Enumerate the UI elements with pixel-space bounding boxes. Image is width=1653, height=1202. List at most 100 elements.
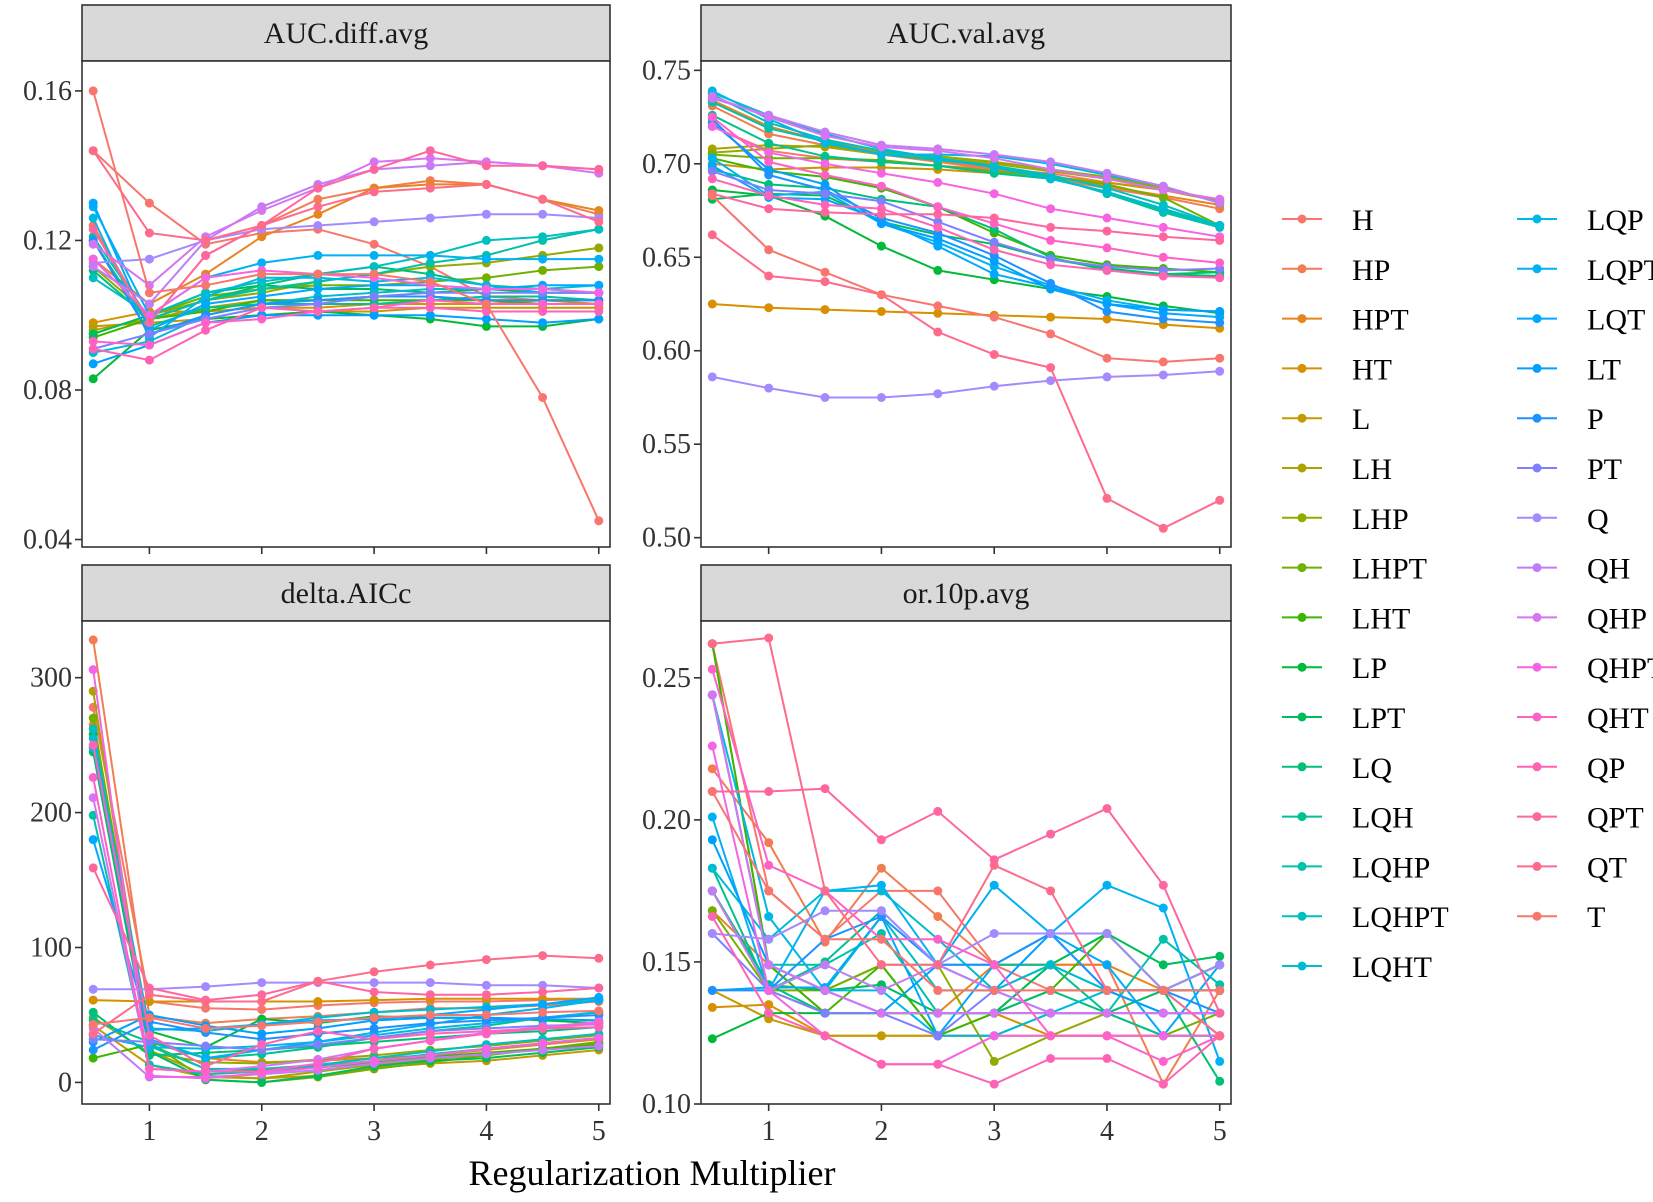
data-point-QHT xyxy=(764,157,774,167)
data-point-QT xyxy=(425,183,435,193)
data-point-QHP xyxy=(1158,1008,1168,1018)
data-point-T xyxy=(369,1013,379,1023)
data-point-T xyxy=(820,267,830,277)
data-point-LQHPT xyxy=(481,235,491,245)
series-group xyxy=(88,635,604,1087)
legend-item: QP xyxy=(1517,752,1625,785)
data-point-PT xyxy=(369,292,379,301)
data-point-LQP xyxy=(876,150,886,159)
series-line-QHPT xyxy=(92,669,599,1080)
y-tick-label: 0.15 xyxy=(642,947,691,978)
data-point-QHT xyxy=(201,318,211,328)
data-point-Q xyxy=(481,209,491,219)
data-point-QT xyxy=(989,860,999,870)
legend-item: QPT xyxy=(1517,802,1644,835)
legend-item: LQHT xyxy=(1282,951,1432,984)
data-point-QHP xyxy=(257,206,267,215)
data-point-QHP xyxy=(707,92,717,101)
data-point-T xyxy=(1046,329,1056,339)
x-tick-label: 2 xyxy=(874,1116,888,1147)
panel-border xyxy=(700,60,1232,548)
data-point-QP xyxy=(1102,1054,1112,1063)
data-point-HPT xyxy=(313,209,323,219)
legend-item: LQP xyxy=(1517,204,1644,237)
data-point-T xyxy=(876,290,886,300)
series-line-T xyxy=(711,791,1220,992)
data-point-LQT xyxy=(538,999,548,1009)
data-point-LQHT xyxy=(707,863,717,873)
data-point-QP xyxy=(1158,271,1168,281)
data-point-LQHT xyxy=(1158,204,1168,214)
legend-item: Q xyxy=(1517,503,1609,536)
legend-label: Q xyxy=(1587,503,1609,536)
facet-panel: AUC.diff.avg 0.04 0.08 0.12 0.16 xyxy=(23,4,611,556)
data-point-LQPT xyxy=(201,1053,211,1063)
legend-key-point xyxy=(1297,314,1307,324)
series-line-LPT xyxy=(92,751,599,1084)
data-point-LQHP xyxy=(1158,934,1168,944)
data-point-QHP xyxy=(876,1008,886,1018)
data-point-T xyxy=(538,393,548,402)
data-point-PT xyxy=(144,1037,154,1047)
data-point-LQH xyxy=(764,138,774,148)
data-point-Q xyxy=(764,383,774,393)
x-tick-label: 1 xyxy=(762,1116,776,1147)
series-line-QHPT xyxy=(711,125,1220,238)
data-point-QHT xyxy=(876,181,886,191)
data-point-T xyxy=(538,1007,548,1017)
data-point-QT xyxy=(425,960,435,970)
series-line-LQPT xyxy=(92,747,599,1060)
legend-label: QHP xyxy=(1587,602,1647,635)
data-point-QHP xyxy=(876,142,886,152)
legend-item: H xyxy=(1282,204,1374,237)
data-point-QPT xyxy=(369,987,379,997)
data-point-Q xyxy=(1046,929,1056,938)
data-point-PT xyxy=(820,189,830,199)
series-line-QP xyxy=(93,306,599,362)
data-point-QHT xyxy=(707,112,717,122)
data-point-HT xyxy=(764,303,774,313)
data-point-QT xyxy=(88,146,98,156)
legend-label: LQHP xyxy=(1352,851,1430,884)
data-point-QHT xyxy=(369,1044,379,1054)
data-point-QP xyxy=(933,1059,943,1069)
series-group xyxy=(88,86,604,526)
data-point-T xyxy=(313,1017,323,1027)
series-line-LQHP xyxy=(92,228,599,321)
legend-label: QPT xyxy=(1587,802,1644,835)
y-tick-label: 0.12 xyxy=(23,225,72,256)
data-point-QP xyxy=(876,1059,886,1069)
data-point-LQP xyxy=(820,138,830,148)
legend-key-point xyxy=(1532,762,1542,772)
series-line-QP xyxy=(92,744,599,1068)
data-point-QH xyxy=(820,960,830,970)
legend-key-point xyxy=(1297,563,1307,573)
data-point-QHT xyxy=(1215,258,1225,268)
series-line-H xyxy=(92,149,599,302)
data-point-QPT xyxy=(1046,829,1056,839)
data-point-QHP xyxy=(1046,164,1056,174)
data-point-LT xyxy=(707,835,717,845)
data-point-Q xyxy=(88,984,98,994)
data-point-LQP xyxy=(201,292,211,301)
legend-label: LP xyxy=(1352,652,1387,685)
data-point-QPT xyxy=(1158,880,1168,890)
data-point-Q xyxy=(369,978,379,988)
data-point-QT xyxy=(481,955,491,965)
data-point-LP xyxy=(707,1034,717,1044)
data-point-QHT xyxy=(88,773,98,782)
data-point-LQ xyxy=(1215,1076,1225,1086)
series-line-LQHPT xyxy=(92,228,599,317)
data-point-T xyxy=(1215,985,1225,995)
data-point-Q xyxy=(369,217,379,227)
data-point-P xyxy=(88,1045,98,1055)
data-point-LQHPT xyxy=(538,232,548,242)
data-point-LT xyxy=(538,318,548,328)
data-point-QP xyxy=(989,245,999,255)
data-point-QP xyxy=(425,1029,435,1039)
data-point-QPT xyxy=(876,209,886,219)
data-point-QP xyxy=(313,307,323,316)
series-line-LQPT xyxy=(711,816,1221,1062)
data-point-QP xyxy=(88,344,98,354)
data-point-H xyxy=(144,198,154,208)
